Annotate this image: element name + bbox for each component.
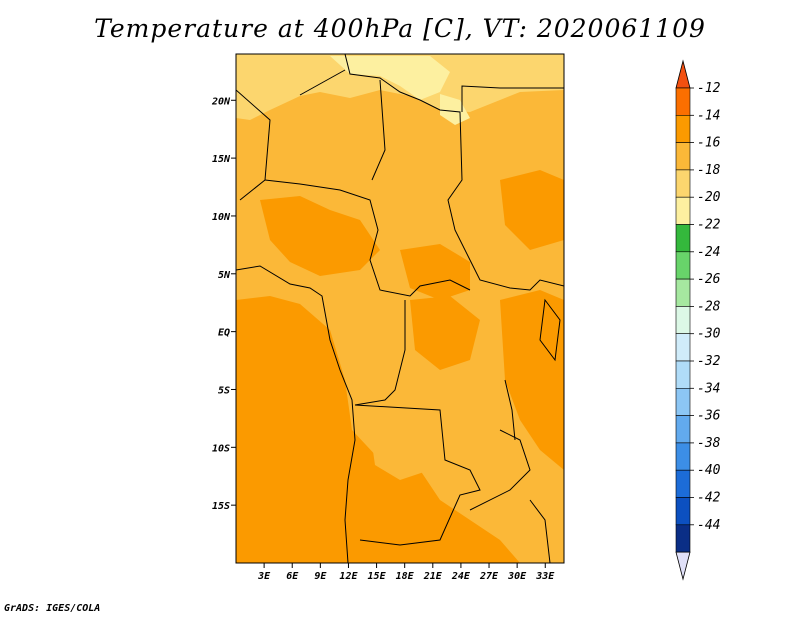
colorbar-band: [675, 360, 691, 389]
colorbar-label: -26: [697, 272, 721, 287]
border-northwest: [236, 89, 271, 201]
border-zambia: [469, 429, 531, 511]
colorbar-band: [675, 142, 691, 171]
colorbar-band: [675, 224, 691, 253]
border-libya-egypt: [461, 85, 564, 112]
lat-tick-label: EQ: [218, 328, 230, 339]
field-region-east: [500, 290, 564, 470]
colorbar-label: -14: [697, 108, 720, 123]
field-region-central-west: [260, 196, 380, 276]
lon-tick-label: 12E: [339, 571, 358, 582]
colorbar-label: -12: [697, 81, 721, 96]
colorbar-label: -38: [697, 436, 721, 451]
lat-tick-label: 5S: [218, 385, 230, 396]
colorbar-band: [675, 415, 691, 444]
colorbar-band: [675, 387, 691, 416]
country-borders: [236, 54, 564, 563]
lat-tick-label: 5N: [218, 270, 231, 281]
colorbar-band: [675, 442, 691, 471]
map-frame: [235, 53, 565, 564]
lon-tick-label: 9E: [314, 571, 327, 582]
lon-tick-label: 3E: [257, 571, 271, 582]
colorbar-label: -36: [697, 409, 721, 424]
colorbar-band: [675, 333, 691, 362]
colorbar-band: [675, 196, 691, 225]
colorbar-label: -22: [697, 218, 721, 233]
colorbar-label: -32: [697, 354, 721, 369]
lat-tick-label: 15N: [212, 154, 231, 165]
field-region-congo: [410, 296, 480, 370]
field-region-north-pale: [330, 56, 450, 100]
colorbar-band: [675, 169, 691, 198]
plot-title: Temperature at 400hPa [C], VT: 202006110…: [94, 14, 706, 43]
lat-tick-label: 20N: [211, 96, 231, 107]
border-chad-west: [371, 79, 386, 181]
colorbar-band: [675, 115, 691, 143]
colorbar-band: [675, 306, 691, 334]
colorbar-label: -30: [697, 327, 721, 342]
colorbar-band: [675, 469, 691, 498]
colorbar-top-arrow: [675, 59, 691, 89]
temperature-field: [236, 54, 564, 563]
colorbar-label: -16: [697, 136, 721, 151]
colorbar-label: -28: [697, 299, 721, 314]
field-region-central: [400, 244, 470, 300]
lake-victoria: [539, 298, 561, 362]
lon-ticks: 3E 6E 9E 12E 15E 18E 21E 24E 27E 30E 33E: [257, 563, 555, 582]
colorbar-label: -42: [697, 491, 721, 506]
border-angola: [354, 404, 481, 546]
lat-tick-label: 15S: [212, 501, 230, 512]
colorbar-label: -24: [697, 245, 720, 260]
field-region-north-pale-2: [440, 94, 470, 125]
lon-tick-label: 18E: [396, 571, 415, 582]
lat-tick-label: 10S: [212, 443, 230, 454]
lon-tick-label: 27E: [479, 571, 499, 582]
field-region-southwest: [236, 296, 520, 563]
colorbar-label: -34: [697, 381, 720, 396]
lon-tick-label: 30E: [507, 571, 527, 582]
field-region-south-light: [370, 430, 430, 480]
coastline-west: [236, 265, 356, 563]
lon-tick-label: 24E: [451, 571, 471, 582]
border-north: [344, 54, 564, 291]
lon-tick-label: 6E: [286, 571, 299, 582]
colorbar-band: [675, 497, 691, 526]
colorbar: -12 -14 -16 -18 -20 -22 -24 -26 -28 -30 -32 -34 -36 -…: [675, 59, 721, 581]
lat-ticks: 20N 15N 10N 5N EQ 5S 10S 15S: [211, 96, 236, 512]
lon-tick-label: 21E: [423, 571, 443, 582]
credit-text: GrADS: IGES/COLA: [4, 603, 101, 614]
border-central: [264, 179, 471, 297]
colorbar-band: [675, 251, 691, 280]
lake-tanganyika: [504, 379, 516, 441]
colorbar-label: -20: [697, 190, 721, 205]
lat-tick-label: 10N: [212, 212, 231, 223]
field-region-northeast: [500, 170, 564, 250]
border-niger-north: [299, 69, 346, 96]
colorbar-band: [675, 87, 691, 116]
lon-tick-label: 33E: [535, 571, 555, 582]
colorbar-band: [675, 524, 691, 553]
colorbar-bottom-arrow: [675, 551, 691, 581]
colorbar-label: -40: [697, 463, 721, 478]
colorbar-band: [675, 278, 691, 307]
field-region-north: [236, 54, 564, 120]
colorbar-label: -44: [697, 518, 720, 533]
border-congo: [354, 300, 406, 406]
colorbar-label: -18: [697, 163, 721, 178]
lon-tick-label: 15E: [368, 571, 387, 582]
border-mozambique: [529, 499, 551, 563]
